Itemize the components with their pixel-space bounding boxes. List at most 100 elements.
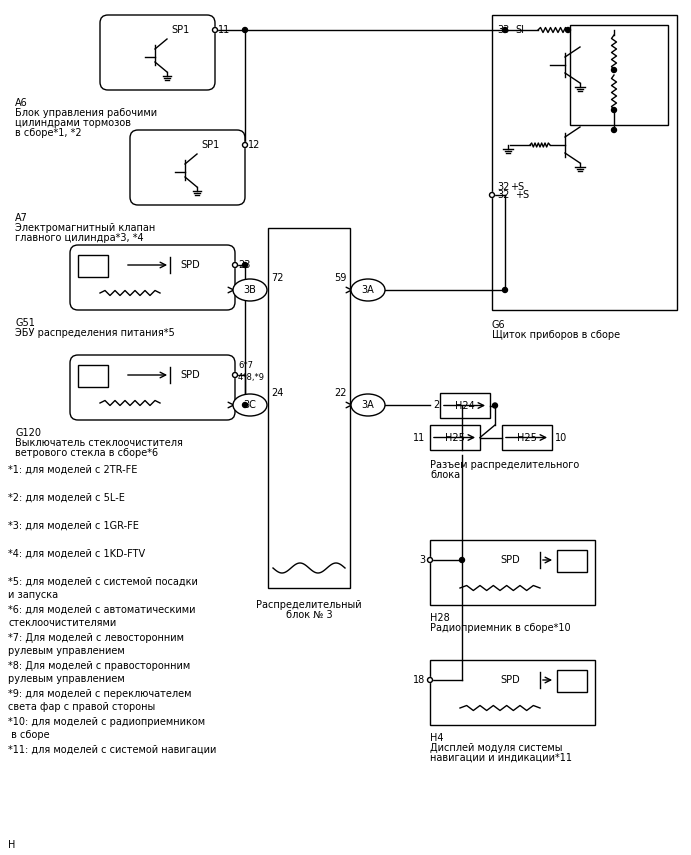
Text: SPD: SPD — [500, 675, 520, 685]
Text: главного цилиндра*3, *4: главного цилиндра*3, *4 — [15, 233, 144, 243]
Bar — [492, 15, 677, 310]
Text: Выключатель стеклоочистителя: Выключатель стеклоочистителя — [15, 438, 183, 448]
Text: +S: +S — [515, 190, 529, 200]
Bar — [557, 670, 587, 692]
Text: SI: SI — [515, 25, 524, 35]
Text: *8: Для моделей с правосторонним
рулевым управлением: *8: Для моделей с правосторонним рулевым… — [8, 661, 190, 684]
Text: H4: H4 — [430, 733, 444, 743]
Text: Электромагнитный клапан: Электромагнитный клапан — [15, 223, 155, 233]
Text: 10: 10 — [555, 433, 567, 443]
Text: G120: G120 — [15, 428, 41, 438]
Circle shape — [612, 68, 616, 73]
Text: 24: 24 — [271, 388, 283, 398]
Text: +S: +S — [510, 182, 524, 192]
Text: 22: 22 — [334, 388, 347, 398]
Text: 72: 72 — [271, 273, 283, 283]
Text: Дисплей модуля системы: Дисплей модуля системы — [430, 743, 562, 753]
Text: SPD: SPD — [180, 260, 200, 270]
Text: *3: для моделей с 1GR-FE: *3: для моделей с 1GR-FE — [8, 521, 139, 531]
Bar — [570, 25, 668, 125]
Text: 11: 11 — [413, 433, 425, 443]
Bar — [78, 255, 108, 277]
Text: *11: для моделей с системой навигации: *11: для моделей с системой навигации — [8, 745, 216, 755]
Text: *6: для моделей с автоматическими
стеклоочистителями: *6: для моделей с автоматическими стекло… — [8, 605, 196, 628]
Text: Разъем распределительного: Разъем распределительного — [430, 460, 579, 470]
Text: *2: для моделей с 5L-E: *2: для моделей с 5L-E — [8, 493, 125, 503]
Text: Радиоприемник в сборе*10: Радиоприемник в сборе*10 — [430, 623, 571, 633]
Text: 6*7: 6*7 — [238, 361, 253, 369]
Text: H25: H25 — [445, 433, 465, 443]
Text: 3A: 3A — [361, 400, 375, 410]
Text: *9: для моделей с переключателем
света фар с правой стороны: *9: для моделей с переключателем света ф… — [8, 689, 191, 712]
Text: 23: 23 — [238, 260, 250, 270]
Text: 32: 32 — [497, 182, 509, 192]
Text: 3B: 3B — [243, 285, 256, 295]
Text: 59: 59 — [334, 273, 347, 283]
Circle shape — [243, 143, 247, 148]
Text: 32: 32 — [498, 190, 510, 200]
Text: SP1: SP1 — [171, 25, 189, 35]
Circle shape — [502, 27, 507, 32]
Text: *7: Для моделей с левосторонним
рулевым управлением: *7: Для моделей с левосторонним рулевым … — [8, 633, 184, 657]
Circle shape — [493, 403, 498, 408]
Circle shape — [243, 403, 247, 408]
Text: 11: 11 — [218, 25, 230, 35]
Text: 12: 12 — [248, 140, 261, 150]
Bar — [430, 425, 480, 450]
Bar — [502, 425, 552, 450]
Text: 3: 3 — [419, 555, 425, 565]
Text: 3C: 3C — [243, 400, 256, 410]
Ellipse shape — [233, 279, 267, 301]
Text: блок № 3: блок № 3 — [285, 610, 332, 620]
Text: H28: H28 — [430, 613, 450, 623]
Text: *1: для моделей с 2TR-FE: *1: для моделей с 2TR-FE — [8, 465, 138, 475]
Text: SP1: SP1 — [201, 140, 220, 150]
Bar — [557, 550, 587, 572]
Text: 33: 33 — [498, 25, 510, 35]
Text: 3A: 3A — [361, 285, 375, 295]
Text: навигации и индикации*11: навигации и индикации*11 — [430, 753, 572, 763]
Text: блока: блока — [430, 470, 460, 480]
Text: 4*8,*9: 4*8,*9 — [238, 373, 265, 381]
Text: Блок управления рабочими: Блок управления рабочими — [15, 108, 157, 118]
Text: A6: A6 — [15, 98, 28, 108]
Bar — [430, 540, 595, 605]
Text: 18: 18 — [413, 675, 425, 685]
Text: A7: A7 — [15, 213, 28, 223]
Circle shape — [565, 27, 571, 32]
Text: ЭБУ распределения питания*5: ЭБУ распределения питания*5 — [15, 328, 175, 338]
Text: H25: H25 — [517, 433, 537, 443]
Text: *4: для моделей с 1KD-FTV: *4: для моделей с 1KD-FTV — [8, 549, 145, 559]
Circle shape — [428, 557, 433, 563]
Text: ветрового стекла в сборе*6: ветрового стекла в сборе*6 — [15, 448, 158, 458]
Text: *10: для моделей с радиоприемником
 в сборе: *10: для моделей с радиоприемником в сбо… — [8, 717, 205, 740]
Ellipse shape — [351, 279, 385, 301]
Bar — [440, 393, 490, 418]
Circle shape — [612, 127, 616, 133]
Text: H24: H24 — [455, 400, 475, 410]
Circle shape — [243, 27, 247, 32]
Text: цилиндрами тормозов: цилиндрами тормозов — [15, 118, 131, 128]
Text: в сборе*1, *2: в сборе*1, *2 — [15, 128, 82, 138]
Text: *5: для моделей с системой посадки
и запуска: *5: для моделей с системой посадки и зап… — [8, 577, 198, 600]
Circle shape — [428, 677, 433, 682]
Circle shape — [232, 373, 238, 378]
Circle shape — [612, 108, 616, 113]
Circle shape — [213, 27, 218, 32]
Text: Щиток приборов в сборе: Щиток приборов в сборе — [492, 330, 620, 340]
Bar — [430, 660, 595, 725]
Text: Распределительный: Распределительный — [256, 600, 362, 610]
Circle shape — [243, 262, 247, 268]
Text: G6: G6 — [492, 320, 506, 330]
Text: 2: 2 — [433, 400, 439, 410]
Ellipse shape — [233, 394, 267, 416]
Text: SPD: SPD — [180, 370, 200, 380]
Circle shape — [489, 192, 495, 198]
Text: H: H — [8, 840, 15, 850]
Bar — [268, 228, 350, 588]
Circle shape — [502, 287, 507, 292]
Text: G51: G51 — [15, 318, 35, 328]
Circle shape — [232, 262, 238, 268]
Circle shape — [460, 557, 464, 563]
Bar — [78, 365, 108, 387]
